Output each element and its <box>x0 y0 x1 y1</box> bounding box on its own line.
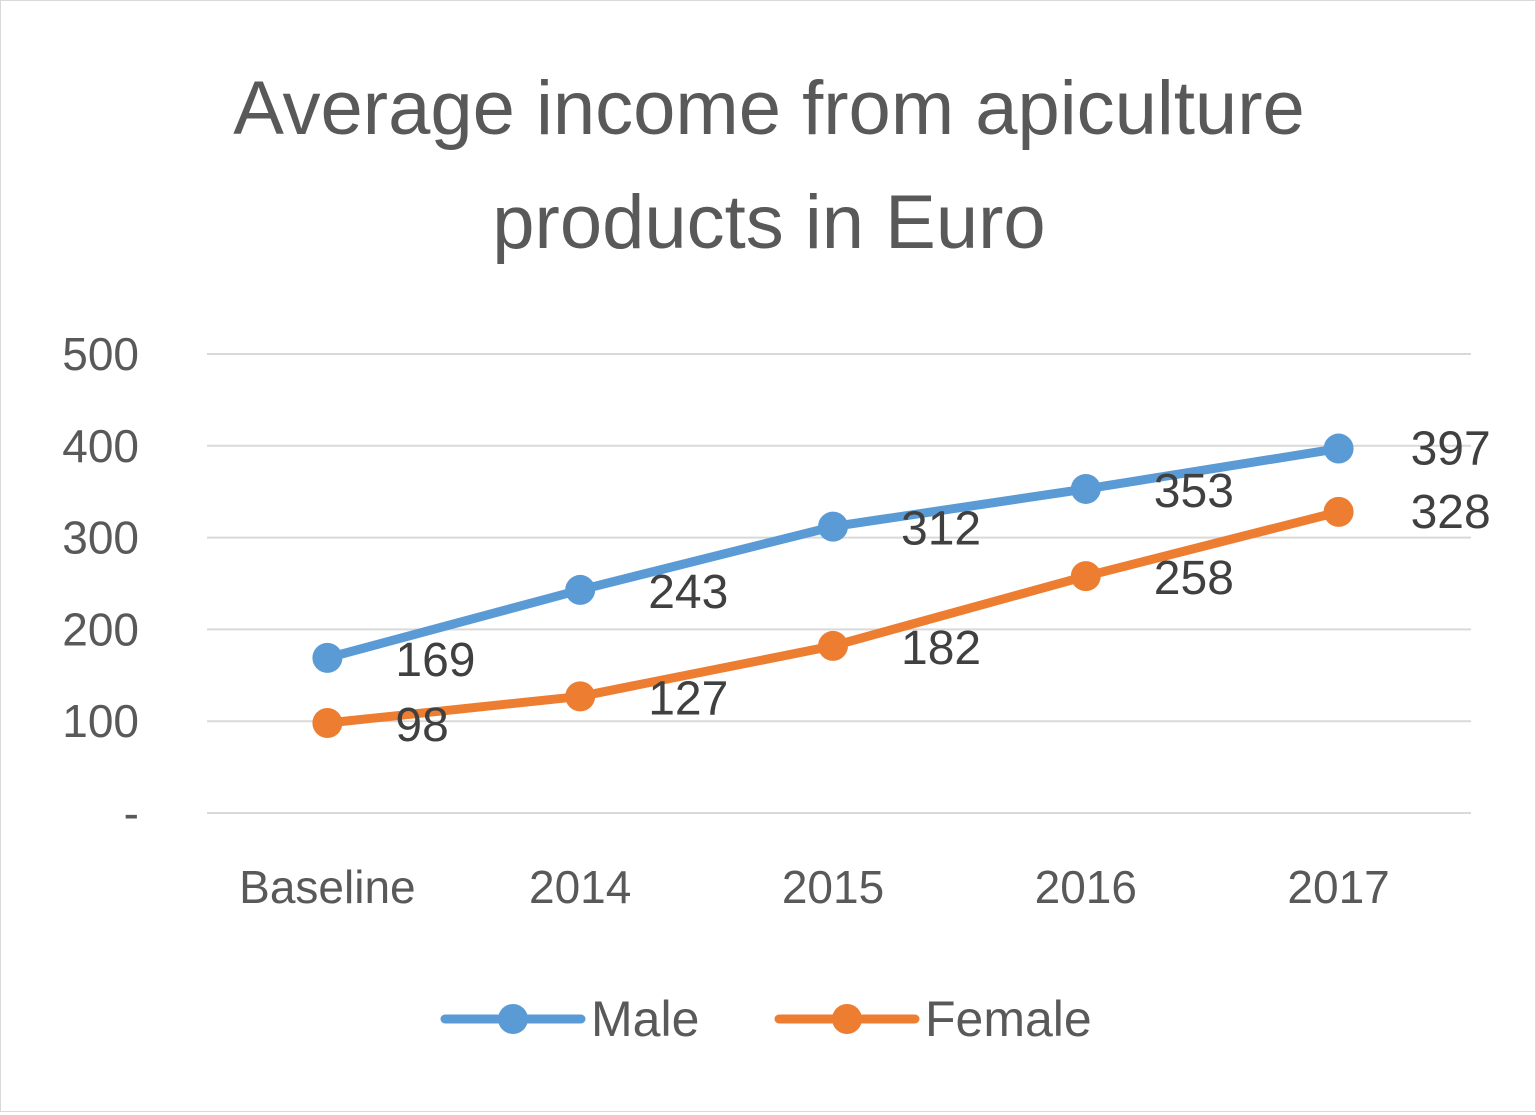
male-data-label: 243 <box>648 566 728 619</box>
male-data-point <box>312 642 343 673</box>
male-data-label: 397 <box>1411 423 1491 476</box>
legend-label-female: Female <box>925 991 1092 1047</box>
legend-item-male: Male <box>440 991 699 1047</box>
chart-title-line-1: Average income from apiculture <box>233 66 1305 151</box>
x-tick-label: 2014 <box>529 861 631 913</box>
legend-label-male: Male <box>591 991 699 1047</box>
female-data-label: 182 <box>901 622 981 675</box>
x-tick-label: 2015 <box>782 861 884 913</box>
female-data-point <box>818 630 848 661</box>
female-data-point <box>1323 496 1354 527</box>
y-tick-label: 200 <box>62 603 139 655</box>
legend-marker-male <box>498 1004 528 1034</box>
female-data-label: 127 <box>648 672 728 725</box>
male-data-label: 169 <box>395 634 475 687</box>
legend-marker-female <box>832 1004 862 1034</box>
female-data-point <box>1070 561 1101 592</box>
male-data-point <box>1070 473 1101 504</box>
axis-labels: - 100 200 300 400 500 Baseline 2014 2015 2016 2017 <box>62 328 1390 913</box>
x-tick-label: 2017 <box>1287 861 1389 913</box>
male-data-point <box>818 511 848 542</box>
x-tick-label: Baseline <box>239 861 415 913</box>
female-data-point <box>565 681 596 712</box>
female-data-label: 328 <box>1411 486 1491 539</box>
female-data-label: 98 <box>395 699 448 752</box>
legend-item-female: Female <box>774 991 1092 1047</box>
y-tick-label: 400 <box>62 420 139 472</box>
chart-legend: Male Female <box>440 991 1092 1047</box>
x-tick-label: 2016 <box>1035 861 1137 913</box>
female-data-label: 258 <box>1154 552 1234 605</box>
chart-title-line-2: products in Euro <box>492 180 1045 265</box>
male-data-label: 312 <box>901 503 981 556</box>
series-lines <box>312 433 1354 739</box>
y-tick-label: 500 <box>62 328 139 380</box>
y-tick-label: - <box>124 787 139 839</box>
y-tick-label: 100 <box>62 695 139 747</box>
y-tick-label: 300 <box>62 512 139 564</box>
data-labels: 169 243 312 353 397 98 127 182 258 328 <box>395 423 1490 752</box>
female-data-point <box>312 708 343 739</box>
male-data-point <box>1323 433 1354 464</box>
male-data-label: 353 <box>1154 465 1234 518</box>
male-data-point <box>565 574 596 605</box>
